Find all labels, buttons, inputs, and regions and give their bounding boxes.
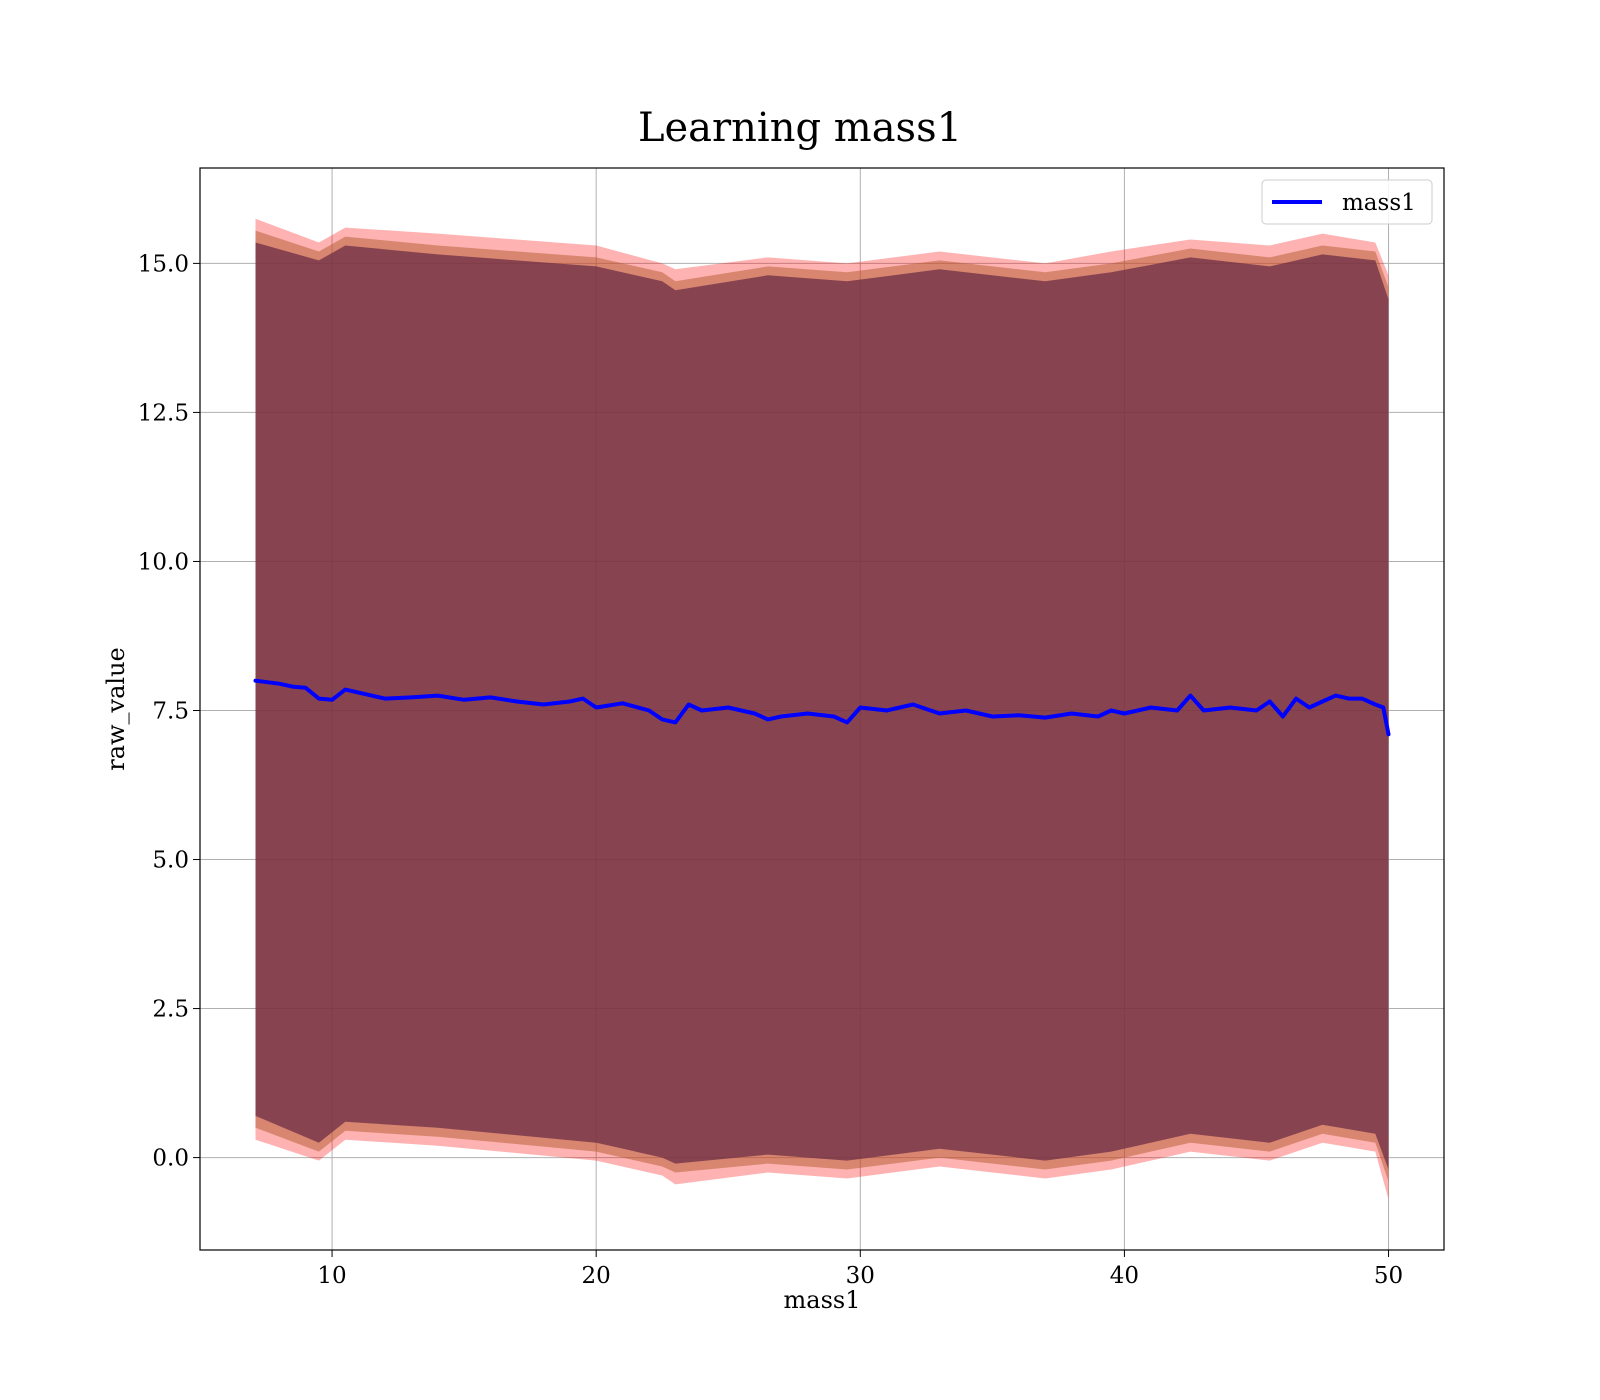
series-lines — [253, 678, 1391, 737]
x-tick-label: 10 — [317, 1263, 346, 1289]
x-axis-label: mass1 — [784, 1286, 861, 1314]
y-tick-label: 7.5 — [152, 698, 189, 724]
y-axis-label: raw_value — [102, 647, 130, 771]
y-tick-label: 12.5 — [138, 400, 189, 426]
x-tick-label: 40 — [1110, 1263, 1139, 1289]
chart-title: Learning mass1 — [638, 105, 962, 151]
x-tick-label: 50 — [1374, 1263, 1403, 1289]
y-tick-label: 15.0 — [138, 251, 189, 277]
y-tick-label: 5.0 — [152, 848, 189, 874]
legend-label: mass1 — [1342, 190, 1416, 216]
confidence-bands — [255, 218, 1389, 1200]
series-line-mass1 — [253, 678, 1391, 737]
confidence-band-2 — [255, 242, 1389, 1170]
axes-frame — [199, 167, 1445, 1251]
x-tick-label: 20 — [582, 1263, 611, 1289]
y-tick-label: 10.0 — [138, 549, 189, 575]
legend: mass1 — [1261, 179, 1433, 225]
x-tick-label: 30 — [846, 1263, 875, 1289]
y-ticks: 0.0 2.5 5.0 7.5 10.0 12.5 15.0 — [138, 251, 200, 1172]
y-tick-label: 2.5 — [152, 997, 189, 1023]
x-ticks: 10 20 30 40 50 — [317, 1250, 1403, 1289]
legend-box — [1261, 179, 1433, 225]
y-tick-label: 0.0 — [152, 1146, 189, 1172]
